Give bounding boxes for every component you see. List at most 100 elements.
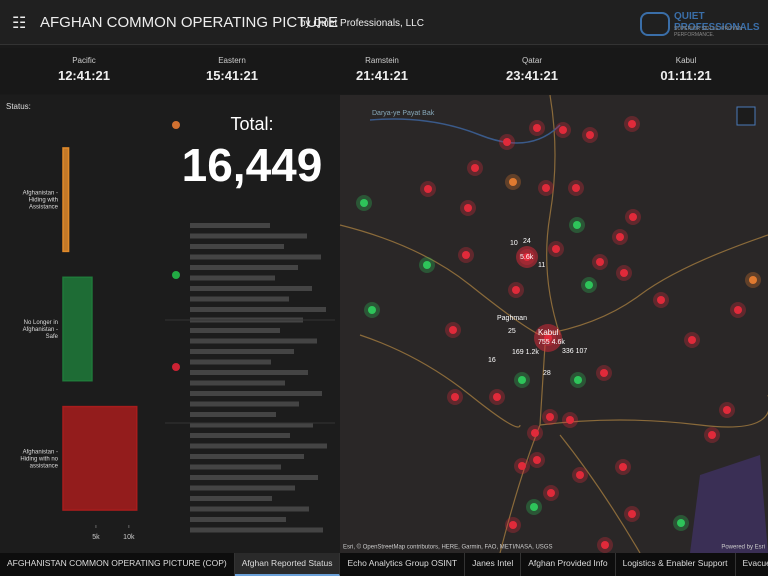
marker[interactable]: [628, 120, 636, 128]
marker[interactable]: [708, 431, 716, 439]
marker[interactable]: [449, 326, 457, 334]
marker[interactable]: [734, 306, 742, 314]
blurred-text: [190, 422, 313, 428]
marker[interactable]: [600, 369, 608, 377]
marker[interactable]: [629, 213, 637, 221]
map-labels: Darya-ye Payat Bak 5.6k 24 10 11 Paghman…: [372, 110, 587, 377]
marker[interactable]: [619, 463, 627, 471]
blurred-text: [190, 464, 281, 470]
clock-city: Kabul: [675, 56, 697, 65]
cluster[interactable]: [516, 246, 538, 268]
clock-city: Ramstein: [365, 56, 399, 65]
label-line: Afghanistan -: [23, 327, 58, 333]
clock: Ramstein 21:41:21: [322, 56, 442, 83]
blurred-text: [190, 391, 322, 396]
marker[interactable]: [559, 126, 567, 134]
road: [546, 95, 561, 336]
marker[interactable]: [566, 416, 574, 424]
marker[interactable]: [576, 471, 584, 479]
marker[interactable]: [616, 233, 624, 241]
bar: [62, 276, 93, 382]
tab[interactable]: AFGHANISTAN COMMON OPERATING PICTURE (CO…: [0, 553, 235, 576]
marker[interactable]: [552, 245, 560, 253]
blurred-text: [190, 485, 295, 491]
marker[interactable]: [493, 393, 501, 401]
marker[interactable]: [533, 124, 541, 132]
marker[interactable]: [628, 510, 636, 518]
y-tick-label: Afghanistan -Hiding with Assistance: [23, 190, 59, 210]
marker[interactable]: [464, 204, 472, 212]
marker[interactable]: [572, 184, 580, 192]
marker[interactable]: [509, 178, 517, 186]
cluster[interactable]: [534, 324, 562, 352]
main-area: Status: Total: 16,449 Darya-ye Payat Bak…: [0, 95, 768, 553]
tab[interactable]: Echo Analytics Group OSINT: [340, 553, 466, 576]
marker[interactable]: [509, 521, 517, 529]
label-line: Hiding with: [29, 197, 58, 203]
marker[interactable]: [657, 296, 665, 304]
tab[interactable]: Evacuee Data: [736, 553, 768, 576]
marker[interactable]: [723, 406, 731, 414]
map-label: 11: [538, 262, 545, 269]
blurred-text: [190, 359, 271, 365]
tab[interactable]: Afghan Provided Info: [521, 553, 616, 576]
marker[interactable]: [424, 185, 432, 193]
marker[interactable]: [533, 456, 541, 464]
chart-title: Status:: [6, 102, 31, 111]
marker[interactable]: [530, 503, 538, 511]
marker[interactable]: [368, 306, 376, 314]
label-line: Assistance: [29, 204, 59, 210]
marker[interactable]: [749, 276, 757, 284]
marker[interactable]: [620, 269, 628, 277]
blurred-text: [190, 296, 289, 302]
blurred-text: [190, 401, 299, 407]
clock: Qatar 23:41:21: [472, 56, 592, 83]
marker[interactable]: [547, 489, 555, 497]
marker[interactable]: [585, 281, 593, 289]
blurred-text: [190, 527, 323, 533]
tab[interactable]: Afghan Reported Status: [234, 553, 341, 576]
marker[interactable]: [574, 376, 582, 384]
marker[interactable]: [462, 251, 470, 259]
marker[interactable]: [596, 258, 604, 266]
road: [559, 434, 641, 553]
marker[interactable]: [586, 131, 594, 139]
map-label: Paghman: [497, 315, 527, 322]
marker[interactable]: [601, 541, 609, 549]
marker[interactable]: [688, 336, 696, 344]
marker[interactable]: [677, 519, 685, 527]
marker[interactable]: [471, 164, 479, 172]
river: [369, 118, 561, 144]
bar: [62, 405, 138, 511]
map-menu-button[interactable]: [736, 106, 756, 126]
clock-time: 21:41:21: [355, 68, 409, 83]
marker[interactable]: [531, 429, 539, 437]
marker[interactable]: [360, 199, 368, 207]
marker[interactable]: [451, 393, 459, 401]
marker[interactable]: [573, 221, 581, 229]
marker[interactable]: [542, 184, 550, 192]
header: ☷ AFGHAN COMMON OPERATING PICTURE by Qui…: [0, 0, 768, 45]
tab[interactable]: Logistics & Enabler Support: [616, 553, 736, 576]
blurred-text: [190, 506, 309, 512]
clock: Pacific 12:41:21: [24, 56, 144, 83]
marker[interactable]: [503, 138, 511, 146]
marker[interactable]: [423, 261, 431, 269]
label-line: Afghanistan -: [23, 190, 58, 196]
logo-mark: [640, 12, 670, 36]
marker[interactable]: [518, 462, 526, 470]
app-icon: ☷: [12, 15, 27, 32]
tab[interactable]: Janes Intel: [465, 553, 522, 576]
label-line: assistance: [30, 463, 59, 469]
list-dot: [172, 271, 180, 279]
marker[interactable]: [518, 376, 526, 384]
marker[interactable]: [546, 413, 554, 421]
list-dot: [172, 121, 180, 129]
marker[interactable]: [512, 286, 520, 294]
x-tick-label: 10k: [123, 534, 135, 541]
clock-city: Qatar: [521, 56, 542, 65]
map-label: 336 107: [562, 348, 587, 355]
road: [499, 344, 546, 553]
clock-time: 01:11:21: [660, 68, 712, 83]
